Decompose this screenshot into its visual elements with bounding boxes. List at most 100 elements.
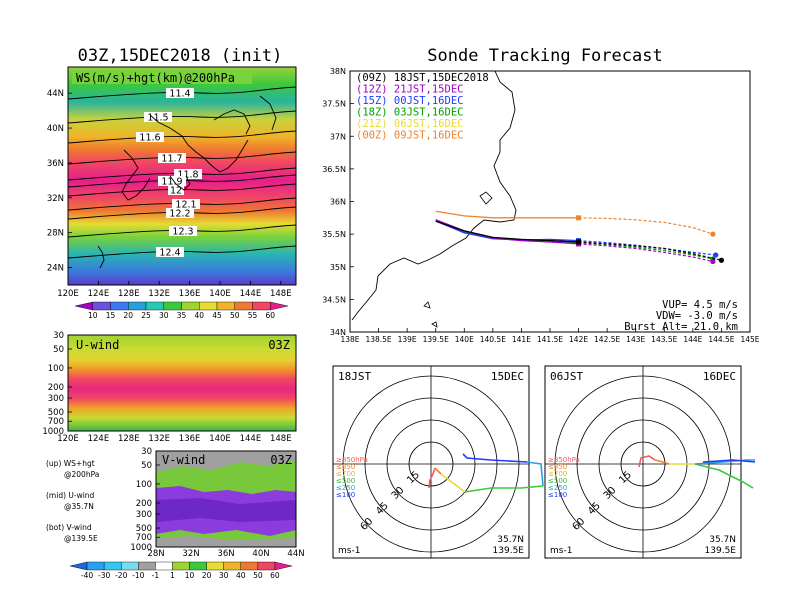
hodograph-level-label: ≤500: [336, 477, 355, 485]
upper-lon-tick-label: 148E: [270, 289, 292, 299]
mid-lon-tick-label: 148E: [270, 434, 292, 444]
low-colorbar-swatch: [155, 561, 173, 571]
colorbar-tick-label: 45: [212, 311, 222, 320]
low-frame: [155, 450, 297, 548]
contour-label: 11.5: [147, 113, 168, 124]
colorbar-swatch: [92, 301, 111, 311]
pressure-tick-label: 300: [136, 510, 152, 520]
mid-lon-tick-label: 136E: [179, 434, 201, 444]
hodograph-curve: [702, 459, 756, 463]
contour-label-bg: [156, 247, 184, 257]
param-vdw: VDW= -3.0 m/s: [656, 310, 738, 322]
track-lat-tick-label: 37N: [330, 132, 346, 141]
height-contour: [67, 224, 297, 238]
height-contours: 11.4 11.5 11.611.7 11.811.912 12.112.2 12.3 12…: [67, 86, 297, 259]
pressure-tick-label: 700: [136, 533, 152, 543]
low-colorbar-tick-label: 10: [185, 571, 195, 580]
mid-lon-ticks: 120E 124E 128E 132E 136E 140E 144E 148E: [57, 434, 291, 444]
track-lat-tick-label: 35.5N: [322, 230, 346, 239]
contour-label: 12.4: [159, 248, 180, 259]
track-lon-tick-label: 138E: [340, 335, 359, 344]
note-mid-a: (mid) U-wind: [46, 491, 95, 500]
contour-label-bg: [136, 132, 164, 142]
low-colorbar-swatch: [121, 561, 139, 571]
contour-label-bg: [166, 208, 194, 218]
v-wind-purple-core: [156, 498, 296, 522]
track-line-descent: [578, 243, 713, 263]
hodograph-level-label: ≤700: [548, 470, 567, 478]
colorbar-swatch: [181, 301, 200, 311]
track-landing-marker: [713, 252, 719, 258]
upper-lon-tick-label: 144E: [240, 289, 262, 299]
low-colorbar-tick-label: -40: [81, 571, 93, 580]
track-lat-tick-label: 34.5N: [322, 295, 346, 304]
hodograph-curve: [464, 485, 544, 493]
hodograph-level-label: ≤500: [548, 477, 567, 485]
upper-lon-tick-label: 120E: [57, 289, 79, 299]
upper-lat-tick-label: 24N: [47, 264, 64, 274]
track-legend: (09Z) 18JST,15DEC2018(12Z) 21JST,15DEC(1…: [356, 72, 489, 142]
hodograph-level-label: ≤700: [336, 470, 355, 478]
track-islands: [423, 191, 493, 328]
track-lon-tick-label: 144.5E: [708, 335, 734, 344]
contour-label: 12.2: [169, 209, 190, 220]
track-lon-tick-label: 142E: [569, 335, 588, 344]
note-up-a: (up) WS+hgt: [46, 459, 95, 468]
low-colorbar-swatch: [223, 561, 241, 571]
upper-label-bg: [72, 70, 252, 84]
hodograph-time: 06JST: [550, 370, 583, 383]
track-coastline: [351, 70, 517, 321]
low-lat-tick-label: 36N: [217, 549, 234, 559]
track-frame: [349, 70, 751, 333]
upper-lon-tick-label: 132E: [148, 289, 170, 299]
track-lon-tick-label: 138.5E: [365, 335, 391, 344]
low-colorbar-swatch: [206, 561, 224, 571]
hodograph-lon: 139.5E: [705, 546, 737, 556]
hodograph-curve: [654, 459, 670, 465]
u-wind-field: [68, 335, 296, 431]
low-colorbar-tick-label: 30: [219, 571, 229, 580]
upper-lat-tick-label: 40N: [47, 124, 64, 134]
track-burst-marker: [576, 215, 582, 221]
hodograph-curve: [434, 467, 442, 475]
contour-label-bg: [168, 185, 184, 195]
v-wind-lower-gray: [156, 536, 296, 547]
colorbar-swatch: [234, 301, 253, 311]
hodograph-curve: [462, 453, 528, 463]
track-lon-tick-label: 140E: [455, 335, 474, 344]
contour-label: 11.4: [169, 89, 190, 100]
low-colorbar-swatch: [189, 561, 207, 571]
mid-time: 03Z: [268, 338, 290, 352]
height-contour: [67, 245, 297, 259]
low-colorbar-swatch: [240, 561, 259, 571]
track-line-descent: [578, 217, 714, 235]
colorbar-tick-label: 20: [123, 311, 133, 320]
colorbar-swatch: [270, 301, 289, 311]
upper-lat-tick-label: 44N: [47, 89, 64, 99]
track-lon-tick-label: 144E: [683, 335, 702, 344]
hodograph-curve: [694, 463, 754, 489]
mid-label: U-wind: [76, 338, 119, 352]
colorbar-tick-label: 50: [230, 311, 240, 320]
contour-label: 11.8: [177, 170, 198, 181]
mid-lon-tick-label: 140E: [209, 434, 231, 444]
low-colorbar-tick-label: 20: [202, 571, 212, 580]
low-colorbar-tick-label: -10: [132, 571, 144, 580]
low-lat-tick-label: 32N: [182, 549, 199, 559]
track-lon-tick-label: 145E: [740, 335, 759, 344]
hodograph-level-label: ≤250: [336, 484, 355, 492]
track-legend-entry: (00Z) 09JST,16DEC: [356, 130, 463, 142]
low-colorbar-swatch: [274, 561, 293, 571]
note-bot-a: (bot) V-wind: [46, 523, 92, 532]
hodograph-curve: [440, 473, 466, 493]
low-colorbar-swatch: [69, 561, 88, 571]
track-line-ascent: [435, 220, 579, 243]
track-lon-tick-label: 139.5E: [423, 335, 449, 344]
height-contour: [67, 130, 297, 144]
low-colorbar-swatch: [103, 561, 122, 571]
